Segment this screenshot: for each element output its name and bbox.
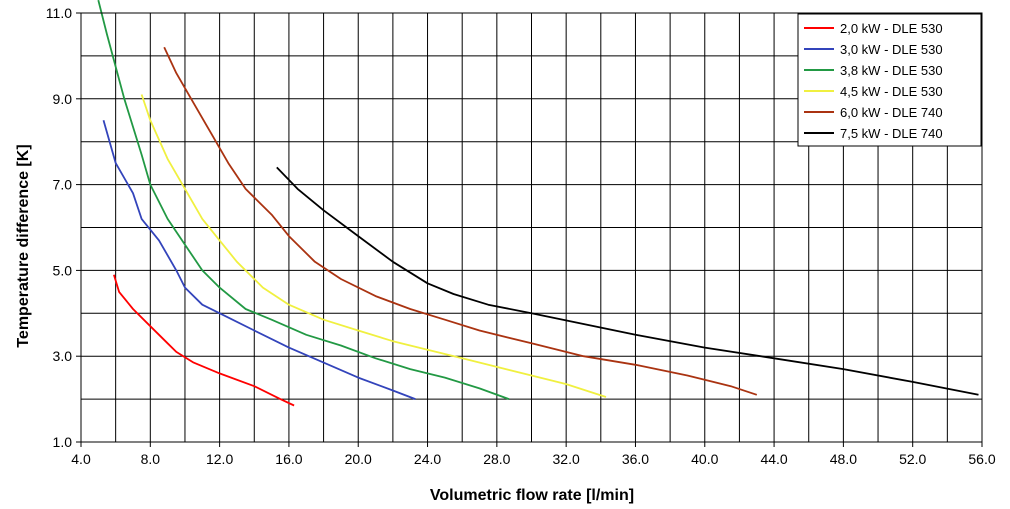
x-axis-title: Volumetric flow rate [l/min] <box>430 487 634 504</box>
legend-label: 6,0 kW - DLE 740 <box>840 105 943 120</box>
y-tick-label: 5.0 <box>53 262 73 278</box>
series-line-6 <box>276 166 979 396</box>
x-tick-label: 4.0 <box>71 451 91 467</box>
legend-label: 2,0 kW - DLE 530 <box>840 21 943 36</box>
x-axis-ticks: 4.0 8.0 12.0 16.0 20.0 24.0 28.0 32.0 36.0 40.0 44… <box>71 442 996 467</box>
y-tick-label: 11.0 <box>46 5 72 21</box>
x-tick-label: 40.0 <box>691 451 718 467</box>
x-tick-label: 44.0 <box>760 451 787 467</box>
y-tick-label: 7.0 <box>53 177 73 193</box>
legend-label: 4,5 kW - DLE 530 <box>840 84 943 99</box>
y-axis-ticks: 1.0 3.0 5.0 7.0 9.0 11.0 <box>46 5 81 450</box>
x-tick-label: 20.0 <box>345 451 372 467</box>
x-tick-label: 24.0 <box>414 451 441 467</box>
legend-box <box>797 13 982 147</box>
y-tick-label: 3.0 <box>53 348 73 364</box>
plot-border <box>80 12 983 443</box>
legend-label: 3,0 kW - DLE 530 <box>840 42 943 57</box>
x-tick-label: 32.0 <box>553 451 580 467</box>
x-tick-label: 56.0 <box>968 451 995 467</box>
y-axis-title: Temperature difference [K] <box>15 144 32 347</box>
series-line-2 <box>102 120 416 400</box>
x-tick-label: 36.0 <box>622 451 649 467</box>
series-line-3 <box>97 0 510 400</box>
legend-label: 7,5 kW - DLE 740 <box>840 126 943 141</box>
x-tick-label: 16.0 <box>275 451 302 467</box>
x-tick-label: 8.0 <box>141 451 161 467</box>
series-line-5 <box>163 46 758 396</box>
series-line-1 <box>113 274 295 407</box>
x-tick-label: 48.0 <box>830 451 857 467</box>
x-tick-label: 12.0 <box>206 451 233 467</box>
series-line-4 <box>140 94 607 398</box>
plot-frame <box>80 12 983 443</box>
x-tick-label: 52.0 <box>899 451 926 467</box>
y-tick-label: 1.0 <box>53 434 73 450</box>
legend-label: 3,8 kW - DLE 530 <box>840 63 943 78</box>
x-tick-label: 28.0 <box>483 451 510 467</box>
legend: 2,0 kW - DLE 530 3,0 kW - DLE 530 3,8 kW -… <box>797 13 982 147</box>
y-tick-label: 9.0 <box>53 91 73 107</box>
series-lines <box>97 0 979 407</box>
